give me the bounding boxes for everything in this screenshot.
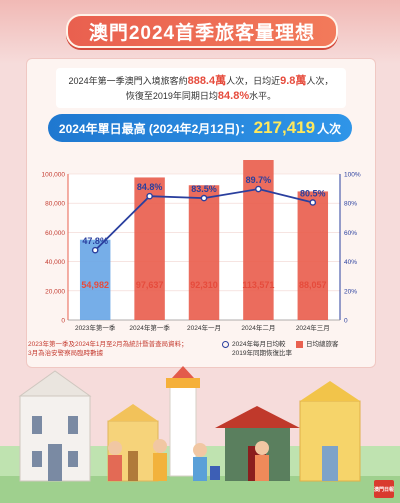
ruins-of-st-paul-icon	[18, 370, 92, 482]
y-right-tick-label: 100%	[344, 172, 361, 179]
line-point	[255, 185, 262, 193]
publisher-logo: 澳門日報	[374, 480, 394, 498]
y-right-tick-label: 0	[344, 318, 348, 325]
summary-line-2: 恢復至2019年同期日均84.8%水平。	[125, 90, 277, 102]
page-title: 澳門2024首季旅客量理想	[66, 14, 338, 48]
line-value-label: 47.8%	[82, 236, 108, 246]
visitor-chart: 0 20,000 40,000 60,000 80,000 100,000 0 20% 40% 6…	[42, 160, 361, 332]
a-ma-temple-icon	[215, 406, 300, 481]
y-right-tick-label: 80%	[344, 201, 357, 208]
line-point	[91, 246, 99, 254]
y-left-tick-label: 60,000	[45, 230, 65, 237]
legend-line-label: 2024年每月日均較	[232, 341, 286, 348]
bar-value-label: 113,571	[242, 280, 274, 290]
y-left-tick-label: 20,000	[45, 288, 65, 295]
peak-day-banner: 2024年單日最高 (2024年2月12日)： 217,419 人次	[48, 114, 352, 142]
y-right-tick-label: 60%	[344, 230, 357, 237]
legend-bar-swatch-icon	[295, 341, 303, 348]
x-tick-label: 2024年第一季	[129, 323, 170, 332]
chart-legend: 2024年每月日均較 2019年同期恢復比率 日均總旅客	[222, 340, 382, 358]
y-left-tick-label: 100,000	[42, 172, 66, 179]
summary-box: 2024年第一季澳門入境旅客約888.4萬人次，日均近9.8萬人次， 恢復至20…	[56, 68, 346, 108]
line-point	[200, 194, 208, 202]
legend-line-label-2: 2019年同期恢復比率	[232, 350, 292, 357]
x-tick-label: 2024年一月	[187, 323, 221, 332]
legend-bar-label: 日均總旅客	[305, 341, 339, 348]
x-tick-label: 2024年三月	[296, 323, 330, 332]
recovery-rate-value: 84.8%	[217, 90, 250, 102]
line-value-label: 83.5%	[191, 184, 217, 194]
peak-value: 217,419	[253, 118, 316, 137]
line-value-label: 84.8%	[137, 182, 163, 192]
line-value-label: 89.7%	[246, 175, 272, 185]
footnote: 2023年第一季及2024年1月至2月為統計暨普查局資料； 3月為治安警察局臨時…	[28, 341, 188, 357]
y-right-tick-label: 40%	[344, 259, 357, 266]
bar	[188, 185, 220, 320]
bar-value-label: 54,982	[81, 280, 109, 290]
bar-value-label: 88,057	[299, 280, 327, 290]
summary-line-1: 2024年第一季澳門入境旅客約888.4萬人次，日均近9.8萬人次，	[68, 75, 334, 87]
x-tick-label: 2023年第一季	[75, 323, 116, 332]
total-visitors-value: 888.4萬	[187, 75, 227, 87]
peak-unit: 人次	[317, 121, 342, 136]
bar	[134, 177, 165, 320]
bar-value-label: 92,310	[190, 280, 218, 290]
y-left-tick-label: 0	[61, 318, 65, 325]
lighthouse-icon	[166, 366, 200, 477]
daily-avg-value: 9.8萬	[280, 75, 307, 87]
st-dominic-church-icon	[299, 381, 361, 482]
y-right-tick-label: 20%	[344, 288, 357, 295]
macau-landmarks-illustration	[0, 366, 400, 503]
line-value-label: 80.5%	[300, 188, 326, 198]
y-left-tick-label: 40,000	[45, 259, 65, 266]
bar-value-label: 97,637	[136, 280, 164, 290]
line-point	[146, 192, 153, 200]
y-left-tick-label: 80,000	[45, 201, 65, 208]
bar	[297, 191, 329, 320]
line-point	[309, 199, 317, 206]
tourist-figures-icon	[108, 439, 269, 481]
legend-line-marker-icon	[222, 341, 229, 348]
x-tick-label: 2024年二月	[241, 323, 275, 332]
peak-label: 2024年單日最高 (2024年2月12日)：	[58, 121, 252, 136]
